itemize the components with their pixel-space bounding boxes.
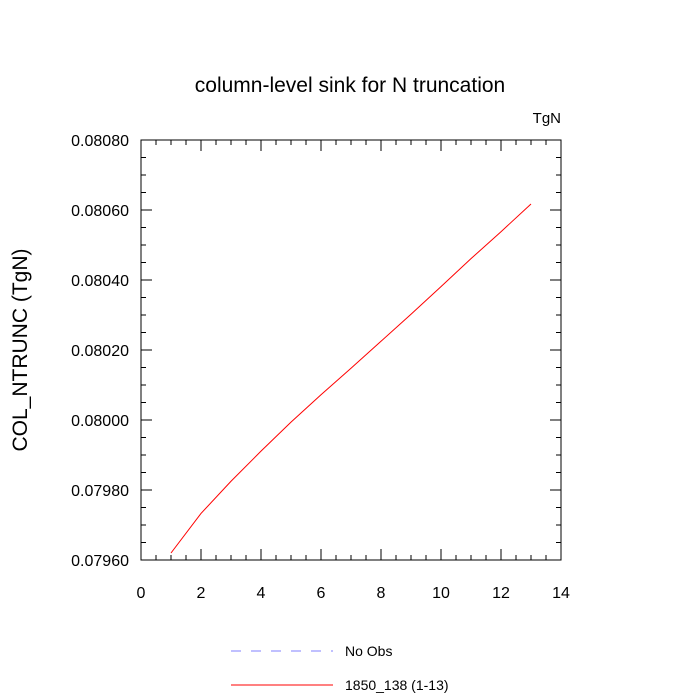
x-tick-label: 12 <box>492 585 510 602</box>
x-tick-label: 0 <box>137 585 146 602</box>
x-tick-label: 6 <box>317 585 326 602</box>
y-tick-label: 0.07960 <box>71 553 129 570</box>
x-tick-label: 8 <box>377 585 386 602</box>
chart-title: column-level sink for N truncation <box>195 74 505 97</box>
legend-label-1: 1850_138 (1-13) <box>345 677 449 693</box>
legend-label-0: No Obs <box>345 643 392 659</box>
x-tick-label: 2 <box>197 585 206 602</box>
y-tick-label: 0.08020 <box>71 343 129 360</box>
series-layer <box>170 203 532 554</box>
y-tick-label: 0.08040 <box>71 273 129 290</box>
series-line-1 <box>170 203 532 554</box>
y-tick-label: 0.08060 <box>71 203 129 220</box>
y-tick-label: 0.07980 <box>71 483 129 500</box>
x-tick-label: 10 <box>432 585 450 602</box>
legend: No Obs 1850_138 (1-13) <box>231 643 449 693</box>
x-tick-label: 14 <box>552 585 570 602</box>
x-tick-label: 4 <box>257 585 266 602</box>
x-axis-ticks: 0 2 4 6 8 10 12 14 <box>137 140 570 602</box>
y-axis-ticks: 0.07960 0.07980 0.08000 0.08020 0.08040 0.080… <box>71 133 561 570</box>
units-label: TgN <box>533 110 561 127</box>
y-axis-label: COL_NTRUNC (TgN) <box>9 248 32 451</box>
y-tick-label: 0.08080 <box>71 133 129 150</box>
y-tick-label: 0.08000 <box>71 413 129 430</box>
plot-frame <box>140 139 562 561</box>
